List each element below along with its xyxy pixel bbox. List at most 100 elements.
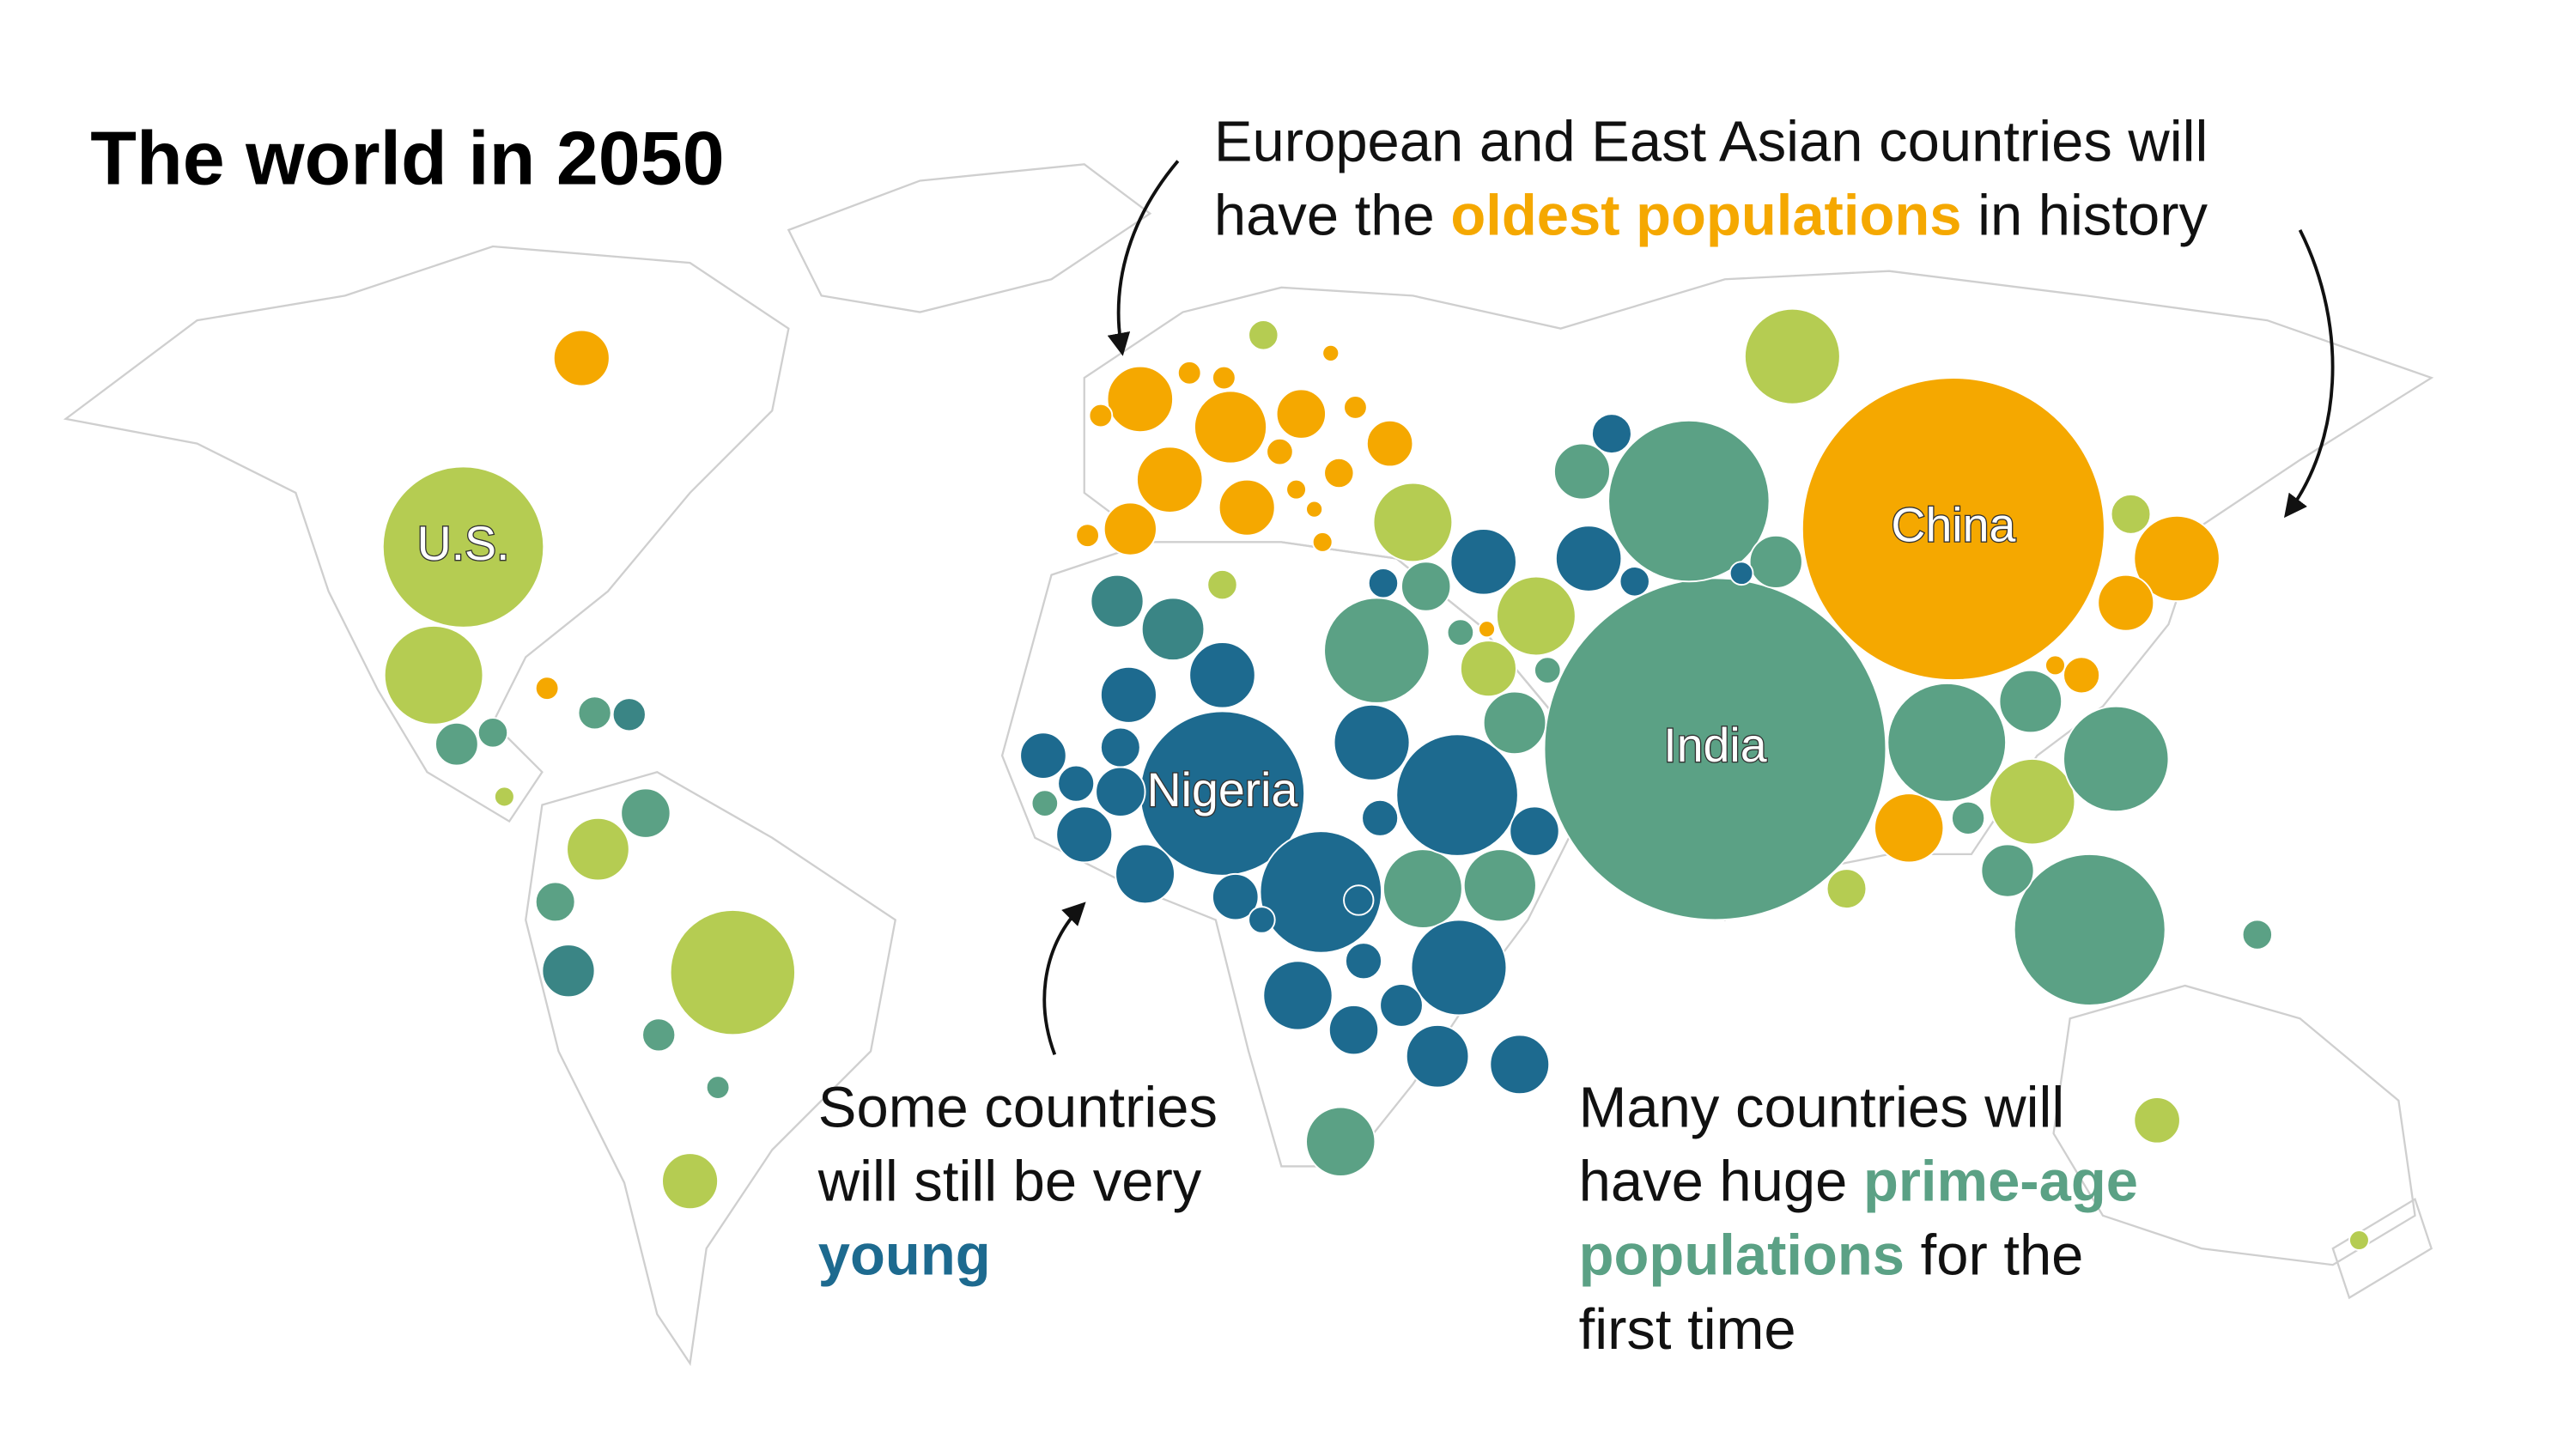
country-bubble bbox=[381, 465, 545, 628]
annotation-line: first time bbox=[1579, 1297, 1796, 1362]
country-bubble bbox=[2063, 656, 2101, 695]
country-bubble bbox=[477, 717, 509, 749]
country-bubble bbox=[541, 944, 596, 999]
country-bubble bbox=[1989, 757, 2076, 846]
annotation-text: have the bbox=[1214, 184, 1450, 248]
country-label: China bbox=[1891, 499, 2015, 552]
country-bubble bbox=[1323, 597, 1431, 704]
country-bubble bbox=[1343, 395, 1368, 420]
country-bubble bbox=[1998, 669, 2063, 734]
country-bubble bbox=[1323, 457, 1355, 489]
country-bubble bbox=[1534, 656, 1562, 684]
country-bubble bbox=[1554, 525, 1623, 592]
country-bubble bbox=[1619, 566, 1650, 598]
country-bubble bbox=[534, 676, 560, 701]
country-bubble bbox=[1305, 500, 1324, 519]
country-bubble bbox=[1552, 442, 1611, 501]
country-bubble bbox=[577, 695, 612, 731]
country-bubble bbox=[1103, 501, 1157, 556]
annotation-line: have the oldest populations in history bbox=[1214, 184, 2208, 248]
annotation: Many countries will have huge prime-age po… bbox=[1579, 1076, 2138, 1362]
country-bubble bbox=[1410, 919, 1508, 1017]
country-bubble bbox=[1176, 360, 1202, 386]
country-bubble bbox=[1188, 641, 1256, 709]
title: The world in 2050 bbox=[90, 115, 724, 200]
country-bubble bbox=[2097, 574, 2155, 632]
country-bubble bbox=[1365, 419, 1414, 468]
country-bubble bbox=[1321, 343, 1340, 362]
country-bubble bbox=[1367, 568, 1400, 599]
country-bubble bbox=[1090, 574, 1145, 628]
country-bubble bbox=[1405, 1023, 1470, 1089]
country-bubble bbox=[1482, 690, 1547, 756]
country-bubble bbox=[1193, 390, 1268, 464]
country-bubble bbox=[1361, 798, 1400, 837]
country-bubble bbox=[1212, 872, 1260, 921]
highlight-text: young bbox=[818, 1223, 991, 1288]
annotation-text: will still be very bbox=[817, 1150, 1202, 1214]
country-bubble bbox=[1379, 983, 1424, 1028]
annotation-line: populations for the bbox=[1579, 1223, 2084, 1288]
country-bubble bbox=[1275, 388, 1327, 440]
country-bubble bbox=[1400, 561, 1452, 612]
country-bubble bbox=[1099, 665, 1157, 724]
country-bubble bbox=[1218, 478, 1276, 537]
country-bubble bbox=[1075, 523, 1100, 549]
country-bubble bbox=[1115, 843, 1176, 905]
country-bubble bbox=[1980, 843, 2035, 898]
country-bubble bbox=[566, 817, 630, 882]
country-bubble bbox=[1030, 789, 1060, 817]
country-bubble bbox=[1748, 534, 1803, 589]
country-bubble bbox=[1057, 764, 1096, 803]
country-bubble bbox=[1327, 1004, 1380, 1056]
country-bubble bbox=[641, 1017, 677, 1053]
country-bubble bbox=[383, 625, 484, 726]
country-bubble bbox=[1212, 365, 1236, 391]
annotations: European and East Asian countries will ha… bbox=[817, 110, 2208, 1362]
country-bubble bbox=[1095, 766, 1146, 817]
country-bubble bbox=[2133, 1096, 2181, 1144]
country-labels: U.S. China India Nigeria bbox=[416, 497, 2017, 817]
country-bubble bbox=[661, 1152, 720, 1211]
country-bubble bbox=[1395, 733, 1519, 857]
country-bubble bbox=[1345, 942, 1383, 980]
country-bubble bbox=[1496, 575, 1577, 657]
country-bubble bbox=[2133, 514, 2221, 603]
annotation-text: Many countries will bbox=[1579, 1076, 2065, 1140]
country-bubble bbox=[1607, 419, 1771, 583]
country-bubble bbox=[1099, 726, 1141, 768]
annotation-line: Some countries bbox=[818, 1076, 1218, 1140]
country-bubble bbox=[1462, 848, 1537, 923]
country-bubble bbox=[1590, 413, 1632, 455]
country-bubble bbox=[534, 881, 576, 923]
country-bubble bbox=[1266, 437, 1294, 466]
annotation-text: for the bbox=[1905, 1223, 2083, 1288]
country-bubble bbox=[1140, 597, 1206, 662]
country-bubble bbox=[705, 1075, 731, 1100]
country-bubble bbox=[1088, 403, 1114, 428]
country-bubble bbox=[434, 721, 479, 767]
country-bubble bbox=[2063, 705, 2170, 813]
country-bubble bbox=[1285, 478, 1308, 501]
country-bubble bbox=[1886, 682, 2008, 803]
country-bubble bbox=[1305, 1106, 1376, 1177]
country-bubble bbox=[552, 329, 611, 387]
country-bubble bbox=[1382, 848, 1463, 929]
country-label: India bbox=[1663, 719, 1766, 772]
country-bubble bbox=[1055, 805, 1114, 864]
country-bubble bbox=[1372, 482, 1454, 563]
annotation-text: first time bbox=[1579, 1297, 1796, 1362]
country-bubble bbox=[1262, 960, 1334, 1031]
annotation-line: Many countries will bbox=[1579, 1076, 2065, 1140]
country-bubble bbox=[1728, 561, 1754, 586]
annotation: European and East Asian countries will ha… bbox=[1214, 110, 2208, 248]
country-bubble bbox=[1019, 732, 1067, 780]
country-bubble bbox=[1801, 377, 2105, 682]
annotation-text: have huge bbox=[1579, 1150, 1863, 1214]
country-bubbles bbox=[381, 307, 2370, 1251]
country-bubble bbox=[1449, 528, 1517, 596]
annotation-text: in history bbox=[1961, 184, 2208, 248]
highlight-text: populations bbox=[1579, 1223, 1905, 1288]
country-bubble bbox=[2110, 493, 2152, 535]
